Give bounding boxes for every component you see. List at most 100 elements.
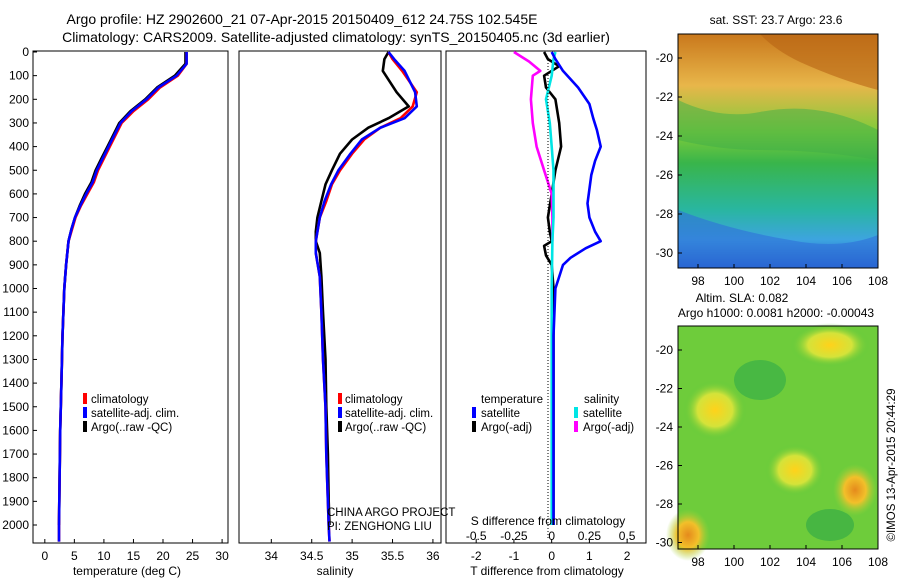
legend-label-argo: Argo(..raw -QC) [345, 422, 426, 434]
series-line-argo-raw-qc- [314, 51, 411, 526]
header-line-2: Climatology: CARS2009. Satellite-adjuste… [62, 29, 610, 45]
lat-tick-label: -28 [656, 497, 674, 511]
lon-tick-label: 102 [760, 274, 780, 288]
s-tick-label: 0.25 [578, 529, 602, 543]
depth-tick-label: 100 [9, 69, 29, 83]
sla-high-blob [683, 380, 747, 440]
sla-high-blob [833, 464, 877, 516]
legend-swatch-s-argo [574, 421, 578, 432]
legend-swatch-t-satellite [472, 407, 476, 418]
series-line-temperature-satellite [550, 51, 603, 525]
lat-tick-label: -28 [656, 207, 674, 221]
lon-tick-label: 106 [832, 555, 852, 569]
x-tick-label: 2 [624, 549, 631, 563]
sst-map [677, 33, 879, 269]
x-tick-label: 34.5 [300, 549, 324, 563]
depth-tick-label: 2000 [2, 518, 29, 532]
sst-map-frame [677, 33, 879, 269]
legend-label-t-satellite: satellite [481, 408, 520, 420]
lon-tick-label: 108 [868, 555, 888, 569]
lat-tick-label: -20 [656, 343, 674, 357]
legend-swatch-t-argo [472, 421, 476, 432]
difference-panel [445, 50, 647, 544]
lon-tick-label: 98 [691, 555, 705, 569]
lat-tick-label: -24 [656, 420, 674, 434]
lat-tick-label: -26 [656, 459, 674, 473]
header-line-1: Argo profile: HZ 2902600_21 07-Apr-2015 … [67, 11, 538, 27]
legend-label-t-argo: Argo(-adj) [481, 422, 532, 434]
x-tick-label: 1 [586, 549, 593, 563]
depth-tick-label: 0 [22, 45, 29, 59]
temperature-axis-label: temperature (deg C) [73, 564, 181, 578]
lon-tick-label: 100 [724, 555, 744, 569]
x-tick-label: 20 [156, 549, 170, 563]
sla-map-title-1: Altim. SLA: 0.082 [696, 291, 789, 305]
depth-tick-label: 1000 [2, 282, 29, 296]
project-label: CHINA ARGO PROJECT [327, 507, 455, 519]
depth-tick-label: 1500 [2, 400, 29, 414]
salinity-axis-label: salinity [317, 564, 354, 578]
x-tick-label: 35 [345, 549, 359, 563]
sst-map-title: sat. SST: 23.7 Argo: 23.6 [710, 13, 843, 27]
legend-label-climatology: climatology [345, 394, 403, 406]
x-tick-label: 5 [71, 549, 78, 563]
x-tick-label: -1 [509, 549, 520, 563]
temperature-legend: climatology satellite-adj. clim. Argo(..… [83, 393, 179, 434]
depth-tick-label: 1900 [2, 494, 29, 508]
sla-low-blob [806, 509, 854, 541]
depth-tick-label: 200 [9, 92, 29, 106]
sla-map-title-2: Argo h1000: 0.0081 h2000: -0.00043 [678, 306, 874, 320]
lon-tick-label: 104 [796, 274, 816, 288]
t-difference-axis-label: T difference from climatology [470, 564, 624, 578]
depth-tick-label: 1600 [2, 423, 29, 437]
legend-label-satellite: satellite-adj. clim. [91, 408, 179, 420]
sla-map-frame [677, 325, 879, 550]
s-difference-axis-label: S difference from climatology [471, 514, 626, 528]
salinity-legend: climatology satellite-adj. clim. Argo(..… [338, 393, 433, 434]
sla-high-blob [666, 509, 710, 561]
legend-head-temperature: temperature [481, 394, 543, 406]
difference-legend: temperature salinity satellite Argo(-adj… [472, 394, 634, 434]
series-line-salinity-argo-adj- [513, 50, 554, 242]
lat-tick-label: -26 [656, 168, 674, 182]
s-tick-label: -0.5 [466, 529, 487, 543]
lon-tick-label: 102 [760, 555, 780, 569]
legend-label-argo: Argo(..raw -QC) [91, 422, 172, 434]
legend-swatch-satellite [83, 407, 87, 418]
imos-stamp: ©IMOS 13-Apr-2015 20:44:29 [886, 389, 898, 542]
legend-label-s-argo: Argo(-adj) [583, 422, 634, 434]
depth-tick-label: 1400 [2, 376, 29, 390]
x-tick-label: 0 [41, 549, 48, 563]
legend-swatch-climatology [83, 393, 87, 404]
sst-warm-region [760, 34, 878, 90]
lat-tick-label: -30 [656, 536, 674, 550]
lat-tick-label: -30 [656, 246, 674, 260]
x-tick-label: 34 [265, 549, 279, 563]
x-tick-label: 36 [426, 549, 440, 563]
depth-tick-label: 1200 [2, 329, 29, 343]
lon-tick-label: 106 [832, 274, 852, 288]
legend-swatch-argo [83, 421, 87, 432]
x-tick-label: 0 [548, 549, 555, 563]
depth-tick-label: 900 [9, 258, 29, 272]
depth-tick-label: 600 [9, 187, 29, 201]
sla-map [666, 323, 879, 561]
legend-swatch-s-satellite [574, 407, 578, 418]
s-tick-label: 0.5 [619, 529, 636, 543]
lon-tick-label: 108 [868, 274, 888, 288]
depth-tick-label: 500 [9, 163, 29, 177]
s-tick-label: -0.25 [500, 529, 528, 543]
depth-tick-label: 300 [9, 116, 29, 130]
x-tick-label: 25 [186, 549, 200, 563]
sla-high-blob [790, 323, 870, 367]
depth-tick-label: 1700 [2, 447, 29, 461]
salinity-panel [238, 50, 442, 544]
depth-tick-label: 400 [9, 140, 29, 154]
series-line-satellite-adj-clim- [314, 51, 419, 542]
depth-tick-label: 700 [9, 211, 29, 225]
series-line-salinity-satellite [544, 51, 557, 525]
lat-tick-label: -22 [656, 382, 674, 396]
x-tick-label: 10 [97, 549, 111, 563]
depth-tick-label: 1800 [2, 471, 29, 485]
